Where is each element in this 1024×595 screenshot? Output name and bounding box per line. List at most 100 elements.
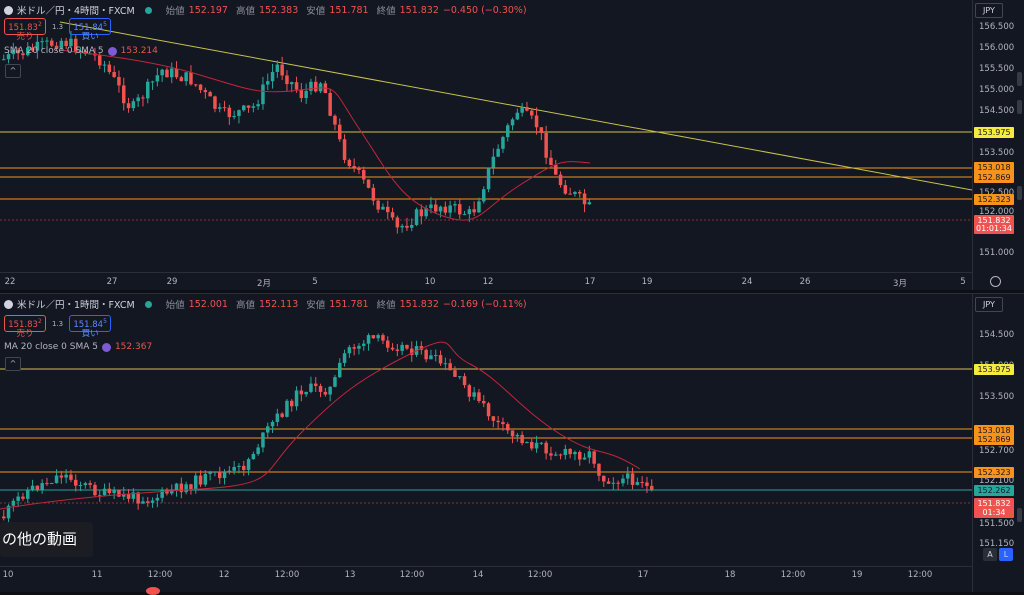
- candle-body: [213, 96, 217, 109]
- price-label: 152.869: [974, 172, 1014, 183]
- collapse-legend-button[interactable]: ^: [5, 64, 21, 78]
- candle-body: [141, 97, 145, 99]
- price-tick: 153.500: [979, 148, 1015, 158]
- log-scale-button[interactable]: L: [999, 548, 1013, 561]
- currency-button[interactable]: JPY: [975, 297, 1003, 312]
- time-tick: 26: [799, 277, 811, 287]
- collapse-legend-button[interactable]: ^: [5, 357, 21, 371]
- candle-body: [352, 347, 356, 349]
- candle-body: [6, 505, 11, 519]
- candle-body: [342, 353, 347, 363]
- time-tick: 12:00: [399, 570, 425, 580]
- candle-body: [510, 430, 515, 437]
- chart-pane-1h[interactable]: 米ドル／円・1時間・FXCM 始値 152.001 高値 152.113 安値 151…: [0, 293, 1024, 592]
- currency-button[interactable]: JPY: [975, 3, 1003, 18]
- buy-button[interactable]: 151.845 買い: [69, 315, 112, 338]
- auto-scale-button[interactable]: A: [983, 548, 997, 561]
- candle-body: [242, 105, 246, 111]
- candle-body: [131, 101, 136, 109]
- candle-body: [419, 346, 424, 350]
- time-tick: 5: [960, 277, 966, 287]
- candle-body: [155, 75, 160, 82]
- gear-icon[interactable]: [990, 276, 1001, 287]
- candle-body: [189, 72, 193, 85]
- time-tick: 10: [2, 570, 14, 580]
- candle-body: [458, 376, 462, 378]
- spread-value: 1.3: [52, 319, 64, 328]
- candle-body: [458, 204, 462, 215]
- symbol-title[interactable]: 米ドル／円・4時間・FXCM: [17, 6, 135, 17]
- candle-body: [597, 463, 601, 476]
- indicator-legend[interactable]: MA 20 close 0 SMA 5 152.367: [4, 342, 153, 352]
- candle-body: [198, 475, 203, 485]
- chart-canvas-1h[interactable]: [0, 294, 972, 592]
- indicator-value: 153.214: [120, 46, 158, 56]
- candle-body: [486, 403, 491, 417]
- candle-body: [294, 390, 299, 407]
- candle-body: [491, 416, 496, 421]
- candle-body: [290, 400, 294, 407]
- candle-body: [102, 64, 107, 66]
- candle-body: [650, 485, 654, 490]
- candle-body: [222, 107, 227, 109]
- candle-body: [309, 81, 313, 91]
- candle-body: [515, 112, 520, 120]
- candle-body: [453, 204, 457, 206]
- symbol-header: 米ドル／円・1時間・FXCM 始値 152.001 高値 152.113 安値 151…: [4, 297, 527, 311]
- candle-body: [424, 208, 428, 217]
- price-tick: 152.700: [979, 446, 1015, 456]
- candle-body: [266, 81, 270, 85]
- buy-button[interactable]: 151.845 買い: [69, 18, 112, 41]
- candle-body: [256, 104, 260, 107]
- candle-body: [491, 156, 496, 168]
- candle-body: [645, 482, 649, 486]
- candle-body: [405, 225, 409, 228]
- sell-button[interactable]: 151.832 売り: [4, 18, 46, 41]
- change-value: −0.169 (−0.11%): [442, 298, 527, 310]
- candle-body: [237, 465, 241, 467]
- candle-body: [520, 434, 524, 444]
- price-tick: 152.100: [979, 476, 1015, 486]
- market-open-icon: [144, 300, 152, 308]
- time-axis-divider: [0, 566, 972, 567]
- candle-body: [146, 501, 150, 503]
- indicator-legend[interactable]: SMA 20 close 0 SMA 5 153.214: [4, 46, 158, 56]
- candle-body: [333, 115, 337, 125]
- candle-body: [362, 169, 366, 180]
- candle-body: [558, 454, 563, 456]
- candle-body: [256, 447, 260, 454]
- candle-body: [237, 110, 241, 116]
- indicator-settings-icon[interactable]: [107, 46, 117, 56]
- scrollbar-thumb[interactable]: [1017, 100, 1022, 114]
- chart-pane-4h[interactable]: 米ドル／円・4時間・FXCM 始値 152.197 高値 152.383 安値 151…: [0, 0, 1024, 290]
- candle-body: [21, 53, 25, 56]
- indicator-settings-icon[interactable]: [101, 342, 111, 352]
- scrollbar-thumb[interactable]: [1017, 508, 1022, 522]
- candle-body: [74, 479, 78, 486]
- more-videos-overlay[interactable]: の他の動画: [0, 522, 93, 557]
- chart-canvas-4h[interactable]: [0, 0, 972, 290]
- candle-body: [366, 335, 371, 344]
- sell-button[interactable]: 151.832 売り: [4, 315, 46, 338]
- price-tick: 155.000: [979, 85, 1015, 95]
- candle-body: [93, 484, 97, 496]
- close-value: 151.832: [399, 4, 439, 16]
- candle-body: [496, 420, 500, 423]
- candle-body: [189, 484, 193, 490]
- scrollbar-thumb[interactable]: [1017, 72, 1022, 86]
- candle-body: [126, 493, 131, 499]
- scrollbar-thumb[interactable]: [1017, 186, 1022, 200]
- candle-body: [122, 85, 126, 104]
- open-value: 152.001: [188, 298, 228, 310]
- candle-body: [213, 471, 217, 473]
- price-tick: 156.000: [979, 43, 1015, 53]
- candle-body: [270, 421, 275, 427]
- symbol-title[interactable]: 米ドル／円・1時間・FXCM: [17, 300, 135, 311]
- candle-body: [554, 165, 558, 175]
- candle-body: [472, 392, 476, 397]
- time-tick: 22: [4, 277, 16, 287]
- candle-body: [16, 50, 20, 54]
- candle-body: [424, 349, 428, 360]
- candle-body: [347, 347, 352, 354]
- candle-body: [386, 206, 390, 213]
